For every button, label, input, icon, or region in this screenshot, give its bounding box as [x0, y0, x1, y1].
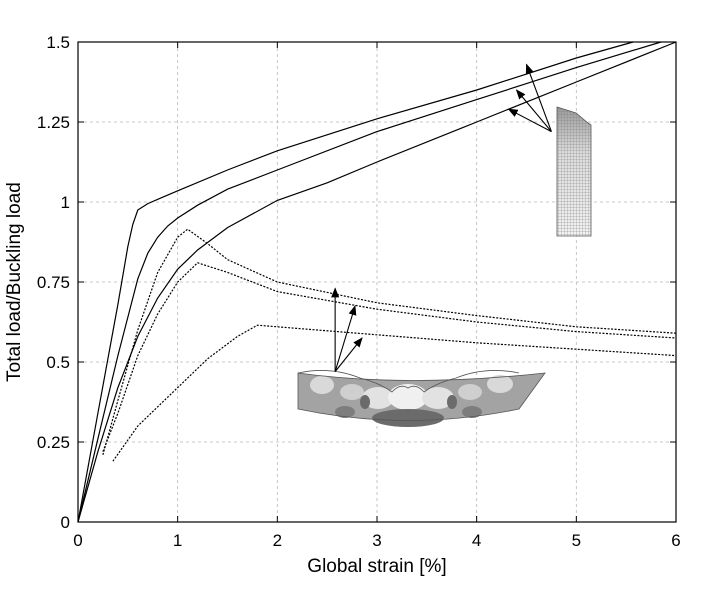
x-tick-label: 4 [472, 531, 481, 550]
series-line-4 [102, 228, 677, 455]
annotation-arrow-3 [525, 63, 552, 132]
annotation-arrow-2 [515, 89, 552, 132]
x-tick-label: 1 [173, 531, 182, 550]
y-tick-label: 0 [61, 513, 70, 532]
x-tick-label: 0 [73, 531, 82, 550]
fem-mesh-column-icon [556, 106, 592, 237]
y-tick-label: 0.75 [37, 273, 70, 292]
tick-labels: 0 1 2 3 4 5 6 0 0.25 0.5 0.75 1 1.25 1.5 [37, 33, 681, 550]
y-axis-label: Total load/Buckling load [4, 182, 25, 382]
x-axis-label: Global strain [%] [307, 556, 446, 577]
series-line-2 [77, 41, 662, 523]
y-tick-label: 1.5 [46, 33, 70, 52]
y-tick-label: 0.5 [46, 353, 70, 372]
series-line-1 [77, 41, 634, 523]
x-tick-label: 2 [273, 531, 282, 550]
buckled-panel-contour-icon [297, 370, 546, 427]
x-tick-label: 5 [572, 531, 581, 550]
series-layer [77, 41, 677, 523]
y-tick-label: 1 [61, 193, 70, 212]
grid [78, 42, 676, 522]
y-tick-label: 1.25 [37, 113, 70, 132]
annotation-arrow-6 [334, 337, 363, 372]
series-line-5 [102, 262, 677, 452]
annotation-arrow-5 [334, 305, 357, 372]
series-line-3 [77, 41, 677, 523]
y-tick-label: 0.25 [37, 433, 70, 452]
annotation-arrow-1 [507, 108, 552, 133]
x-tick-label: 3 [372, 531, 381, 550]
axes [77, 41, 677, 523]
x-tick-label: 6 [671, 531, 680, 550]
annotation-arrows [331, 63, 552, 372]
